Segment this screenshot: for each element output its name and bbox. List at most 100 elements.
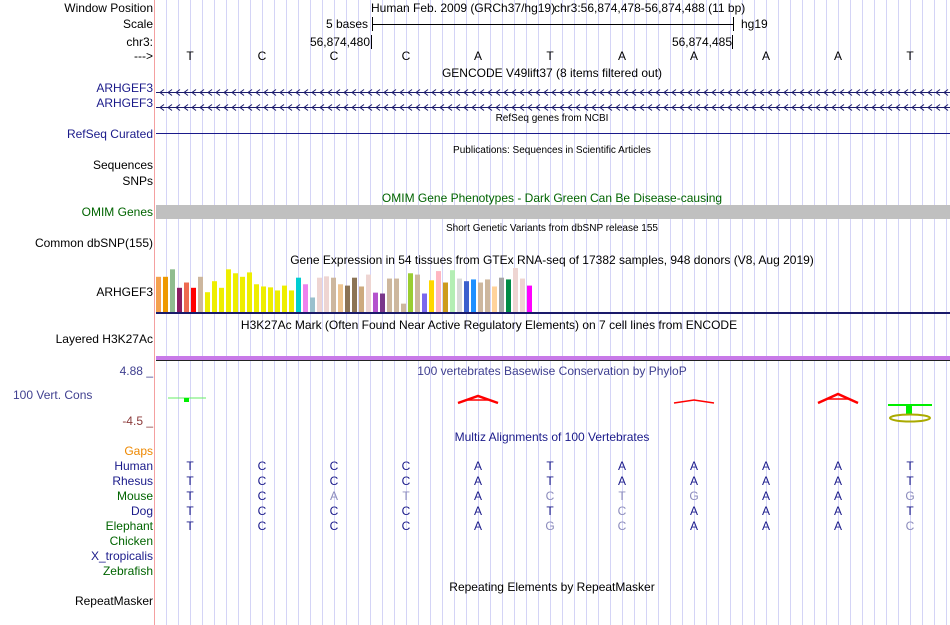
aligned-base: A [473, 519, 482, 533]
gtex-bar[interactable] [261, 286, 266, 312]
gtex-bar[interactable] [198, 276, 203, 312]
aligned-base: T [906, 504, 914, 518]
gtex-bar[interactable] [366, 274, 371, 312]
gtex-bar[interactable] [401, 303, 406, 312]
gtex-bar[interactable] [212, 281, 217, 312]
gtex-bar[interactable] [387, 278, 392, 312]
gtex-bar[interactable] [408, 273, 413, 312]
logo-t-icon [168, 397, 206, 402]
aligned-base: C [329, 504, 339, 518]
species-label[interactable]: Rhesus [112, 474, 153, 488]
h3k27ac-label[interactable]: Layered H3K27Ac [55, 332, 153, 346]
aligned-base: A [473, 504, 482, 518]
gtex-bar[interactable] [436, 271, 441, 312]
aligned-base: C [617, 519, 627, 533]
gtex-bar[interactable] [254, 284, 259, 312]
refseq-gene-line[interactable] [156, 133, 950, 134]
gtex-bar[interactable] [359, 286, 364, 312]
omim-gene-bar[interactable] [156, 205, 950, 219]
species-label[interactable]: X_tropicalis [90, 549, 153, 563]
gtex-bar[interactable] [163, 276, 168, 312]
gtex-bar[interactable] [464, 281, 469, 312]
gencode-item-label[interactable]: ARHGEF3 [96, 81, 153, 95]
gencode-gene-2[interactable] [156, 100, 950, 111]
gtex-bar[interactable] [443, 282, 448, 312]
gtex-bar[interactable] [191, 287, 196, 312]
gtex-bar[interactable] [310, 297, 315, 312]
gtex-bar[interactable] [219, 287, 224, 312]
gtex-bar[interactable] [345, 285, 350, 312]
aligned-base: C [401, 504, 411, 518]
gtex-bar[interactable] [226, 269, 231, 312]
gtex-bar[interactable] [324, 276, 329, 312]
gtex-bar[interactable] [156, 276, 161, 312]
dbsnp-title: Short Genetic Variants from dbSNP releas… [446, 223, 658, 234]
gencode-gene-1[interactable] [156, 85, 950, 96]
gtex-bar[interactable] [450, 270, 455, 312]
gtex-bar[interactable] [527, 285, 532, 312]
gaps-label[interactable]: Gaps [124, 444, 153, 458]
gtex-bar[interactable] [282, 285, 287, 312]
gtex-bar[interactable] [485, 279, 490, 312]
label-divider [154, 0, 155, 625]
gtex-bar[interactable] [457, 278, 462, 312]
cons-label[interactable]: 100 Vert. Cons [13, 388, 93, 402]
gtex-bar[interactable] [170, 269, 175, 312]
refseq-label[interactable]: RefSeq Curated [66, 127, 153, 141]
gtex-bar[interactable] [275, 290, 280, 312]
species-label[interactable]: Human [114, 459, 153, 473]
species-label[interactable]: Dog [130, 504, 153, 518]
gtex-bar[interactable] [499, 277, 504, 312]
gtex-bar[interactable] [317, 277, 322, 312]
publications-sequences-label[interactable]: Sequences [92, 158, 153, 172]
gtex-bar[interactable] [492, 286, 497, 312]
aligned-base: T [402, 489, 410, 503]
scale-bar-tick-left [372, 17, 373, 31]
gtex-bar[interactable] [233, 273, 238, 312]
gtex-bar[interactable] [247, 272, 252, 312]
base-letter: A [833, 49, 842, 63]
omim-label[interactable]: OMIM Genes [81, 205, 153, 219]
aligned-base: A [833, 519, 842, 533]
gtex-bar[interactable] [352, 277, 357, 312]
gtex-bar[interactable] [394, 278, 399, 312]
gtex-bar[interactable] [380, 293, 385, 312]
gtex-bar[interactable] [184, 282, 189, 312]
gtex-bar[interactable] [422, 293, 427, 312]
gtex-bar[interactable] [177, 287, 182, 312]
gtex-bar[interactable] [373, 292, 378, 312]
gtex-chart[interactable] [156, 266, 950, 316]
repeatmasker-label[interactable]: RepeatMasker [74, 594, 153, 608]
aligned-base: A [833, 504, 842, 518]
gtex-bar[interactable] [268, 287, 273, 312]
aligned-base: C [545, 489, 555, 503]
aligned-base: C [401, 474, 411, 488]
gtex-bar[interactable] [303, 284, 308, 312]
position-text[interactable]: chr3:56,874,478-56,874,488 (11 bp) [554, 1, 746, 15]
publications-snps-label[interactable]: SNPs [122, 174, 153, 188]
gtex-bar[interactable] [331, 277, 336, 312]
species-label[interactable]: Chicken [109, 534, 153, 548]
gtex-bar[interactable] [296, 277, 301, 312]
species-label[interactable]: Zebrafish [102, 564, 153, 578]
multiz-title: Multiz Alignments of 100 Vertebrates [454, 430, 650, 444]
gtex-bar[interactable] [205, 292, 210, 312]
aligned-base: C [905, 519, 915, 533]
gtex-bar[interactable] [289, 290, 294, 312]
gtex-bar[interactable] [478, 282, 483, 312]
gencode-item-label[interactable]: ARHGEF3 [96, 96, 153, 110]
species-label[interactable]: Mouse [116, 489, 153, 503]
gtex-bar[interactable] [471, 279, 476, 312]
aligned-base: C [257, 519, 267, 533]
gtex-bar[interactable] [506, 279, 511, 312]
gtex-bar[interactable] [240, 276, 245, 312]
gtex-bar[interactable] [513, 268, 518, 312]
dbsnp-label[interactable]: Common dbSNP(155) [34, 236, 153, 250]
gtex-bar[interactable] [415, 274, 420, 312]
gtex-bar[interactable] [429, 280, 434, 312]
aligned-base: A [473, 489, 482, 503]
gtex-bar[interactable] [338, 284, 343, 312]
gtex-label[interactable]: ARHGEF3 [96, 285, 153, 299]
gtex-bar[interactable] [520, 278, 525, 312]
species-label[interactable]: Elephant [105, 519, 153, 533]
